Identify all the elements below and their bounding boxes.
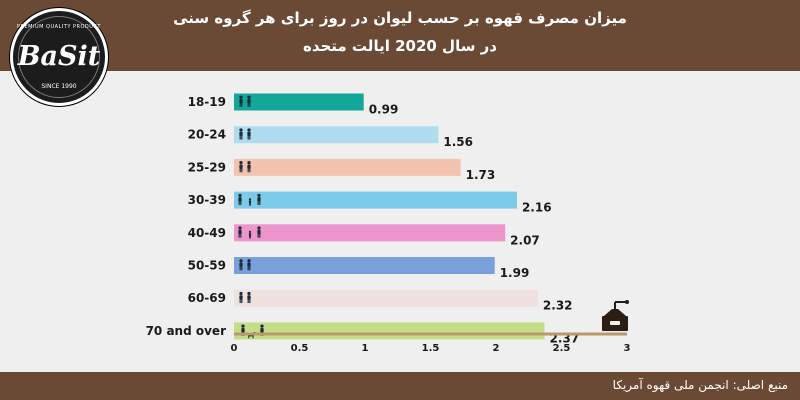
bar — [234, 257, 495, 274]
logo-tagline: PREMIUM QUALITY PRODUCT — [17, 24, 101, 30]
people-icon — [239, 161, 251, 173]
bar — [234, 191, 517, 209]
logo-ring — [18, 16, 100, 98]
value-label: 1.73 — [466, 168, 496, 182]
chart-title-line2: در سال 2020 ایالت متحده — [302, 37, 498, 55]
category-label: 50-59 — [188, 259, 226, 273]
category-label: 70 and over — [146, 324, 226, 338]
bar — [234, 93, 364, 111]
x-tick-label: 0 — [231, 343, 238, 354]
people-icon — [239, 291, 251, 304]
category-label: 30-39 — [188, 193, 226, 207]
logo-brand-name: BaSit — [17, 41, 101, 72]
x-tick-label: 3 — [624, 343, 631, 354]
bar — [234, 126, 439, 144]
value-label: 2.32 — [543, 299, 573, 313]
chart-title-line1: میزان مصرف قهوه بر حسب لیوان در روز برای… — [173, 9, 627, 27]
family-icon — [238, 226, 261, 239]
people-icon — [239, 128, 251, 140]
category-label: 20-24 — [188, 128, 226, 142]
logo-since: SINCE 1990 — [41, 83, 77, 90]
family-icon — [238, 193, 261, 206]
x-tick-label: 2.5 — [553, 343, 571, 354]
bars-layer: 18-19 0.99 20-24 1.56 25-29 1.73 30-39 2.16 40-4… — [146, 93, 579, 345]
value-label: 2.07 — [510, 233, 540, 247]
category-label: 40-49 — [188, 226, 226, 240]
header-bar — [0, 0, 800, 71]
decoration-layer — [602, 300, 629, 331]
x-tick-label: 1.5 — [422, 343, 440, 354]
x-tick-label: 0.5 — [291, 343, 309, 354]
category-label: 25-29 — [188, 160, 226, 174]
x-tick-label: 1 — [362, 343, 369, 354]
bar — [234, 322, 545, 340]
source-note: منبع اصلی: انجمن ملی قهوه آمریکا — [612, 378, 788, 392]
category-label: 60-69 — [188, 291, 226, 305]
bar — [234, 224, 506, 242]
people-icon — [239, 259, 251, 271]
coffee-grinder-icon — [602, 300, 629, 331]
value-label: 1.99 — [500, 266, 530, 280]
footer-bar: منبع اصلی: انجمن ملی قهوه آمریکا — [0, 372, 800, 400]
bar — [234, 158, 461, 176]
brand-logo: PREMIUM QUALITY PRODUCT BaSit SINCE 1990 — [10, 8, 108, 106]
value-label: 2.16 — [522, 201, 552, 215]
x-tick-label: 2 — [493, 343, 500, 354]
bar — [234, 289, 538, 307]
value-label: 1.56 — [443, 135, 473, 149]
value-label: 0.99 — [369, 103, 399, 117]
people-icon — [239, 95, 251, 107]
x-axis: 0 0.5 1 1.5 2 2.5 3 — [231, 332, 631, 354]
category-label: 18-19 — [188, 95, 226, 109]
